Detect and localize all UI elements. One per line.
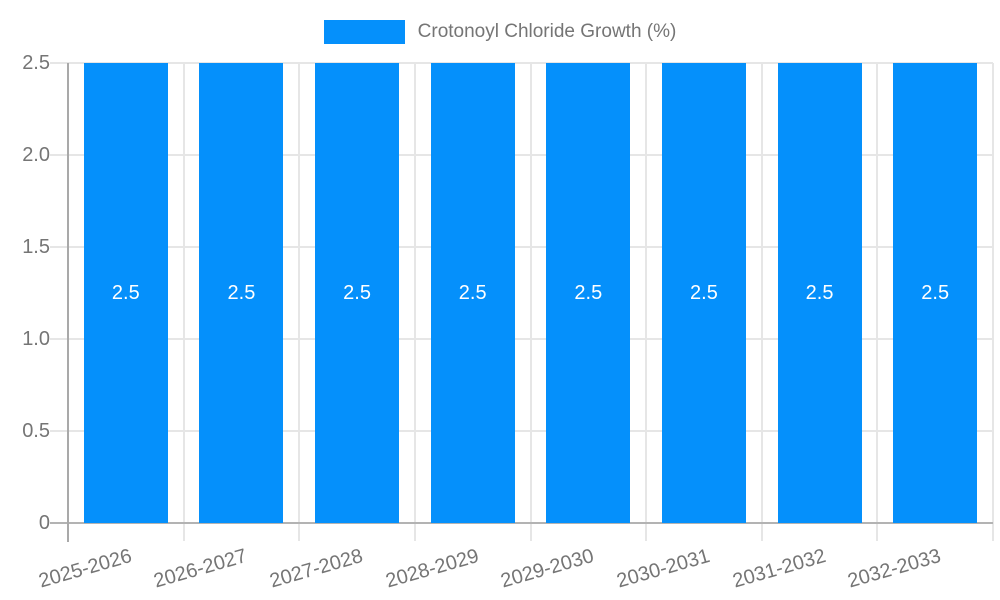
legend-swatch	[323, 20, 405, 44]
y-axis-tick-label: 2.0	[22, 144, 50, 166]
bar-value-label: 2.5	[805, 282, 834, 304]
bar[interactable]	[546, 63, 631, 523]
x-gridline	[182, 63, 185, 541]
x-gridline	[760, 63, 763, 541]
y-gridline	[50, 246, 993, 248]
x-gridline	[876, 63, 879, 541]
x-gridline	[413, 63, 416, 541]
bar[interactable]	[83, 63, 168, 523]
y-axis-line	[67, 63, 69, 542]
y-axis-tick-label: 1.5	[22, 236, 50, 258]
bar-value-label: 2.5	[458, 282, 487, 304]
x-gridline	[992, 63, 994, 541]
x-axis-line	[50, 522, 993, 524]
x-gridline	[298, 63, 301, 541]
y-gridline	[50, 338, 993, 340]
bar-value-label: 2.5	[574, 282, 603, 304]
bar-value-label: 2.5	[111, 282, 140, 304]
x-gridline	[529, 63, 532, 541]
y-gridline	[50, 62, 993, 64]
bar[interactable]	[777, 63, 862, 523]
bar-value-label: 2.5	[921, 282, 950, 304]
y-gridline	[50, 154, 993, 156]
bar[interactable]	[199, 63, 284, 523]
bar[interactable]	[430, 63, 515, 523]
bar-value-label: 2.5	[690, 282, 718, 304]
legend-label: Crotonoyl Chloride Growth (%)	[417, 21, 677, 42]
bar[interactable]	[893, 63, 978, 523]
y-gridline	[50, 430, 993, 432]
bar-value-label: 2.5	[227, 282, 256, 304]
x-gridline	[645, 63, 648, 541]
y-axis-tick-label: 2.5	[22, 52, 50, 74]
y-axis-tick-label: 0	[38, 512, 50, 534]
y-axis-tick-label: 0.5	[22, 420, 50, 442]
bar[interactable]	[315, 63, 400, 523]
legend: Crotonoyl Chloride Growth (%)	[0, 20, 1000, 44]
y-axis-tick-label: 1.0	[22, 328, 50, 350]
bar[interactable]	[661, 63, 746, 523]
bar-value-label: 2.5	[343, 282, 371, 304]
